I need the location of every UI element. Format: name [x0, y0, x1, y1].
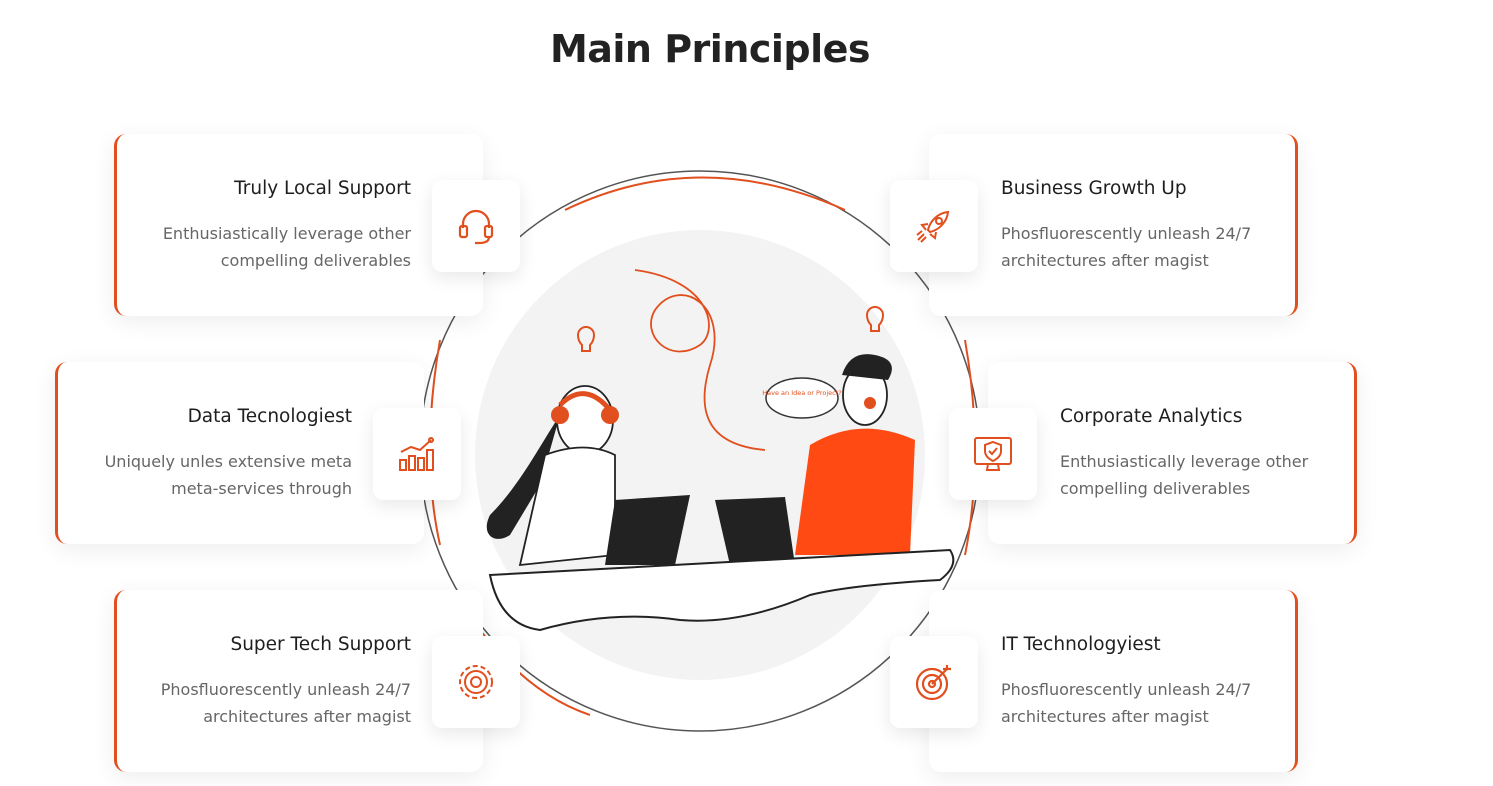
- principle-title: Business Growth Up: [1001, 178, 1187, 199]
- principle-title: Data Tecnologiest: [187, 406, 352, 427]
- principle-card-business-growth: Business Growth Up Phosfluorescently unl…: [929, 134, 1298, 316]
- thought-bubble-text: Have an Idea or Project?: [762, 389, 841, 397]
- team-illustration: Have an Idea or Project?: [410, 155, 1010, 755]
- principle-card-data-technologist: Data Tecnologiest Uniquely unles extensi…: [55, 362, 424, 544]
- principle-card-it-technologist: IT Technologyiest Phosfluorescently unle…: [929, 590, 1298, 772]
- principle-description: Phosfluorescently unleash 24/7 architectu…: [1001, 224, 1252, 270]
- principle-description: Phosfluorescently unleash 24/7 architectu…: [160, 680, 411, 726]
- principle-title: Super Tech Support: [230, 634, 411, 655]
- bar-chart-icon: [373, 408, 461, 500]
- section-title: Main Principles: [549, 27, 871, 72]
- rocket-icon: [890, 180, 978, 272]
- principle-card-local-support: Truly Local Support Enthusiastically lev…: [114, 134, 483, 316]
- principle-description: Phosfluorescently unleash 24/7 architectu…: [1001, 680, 1252, 726]
- principle-title: Truly Local Support: [234, 178, 411, 199]
- headset-icon: [432, 180, 520, 272]
- principle-description: Uniquely unles extensive meta meta-servic…: [104, 452, 352, 498]
- principle-title: IT Technologyiest: [1001, 634, 1161, 655]
- principle-description: Enthusiastically leverage other compellin…: [1060, 452, 1309, 498]
- gear-icon: [432, 636, 520, 728]
- principle-card-super-tech-support: Super Tech Support Phosfluorescently unl…: [114, 590, 483, 772]
- principle-title: Corporate Analytics: [1060, 406, 1243, 427]
- shield-monitor-icon: [949, 408, 1037, 500]
- principle-card-corporate-analytics: Corporate Analytics Enthusiastically lev…: [988, 362, 1357, 544]
- principle-description: Enthusiastically leverage other compellin…: [162, 224, 411, 270]
- target-icon: [890, 636, 978, 728]
